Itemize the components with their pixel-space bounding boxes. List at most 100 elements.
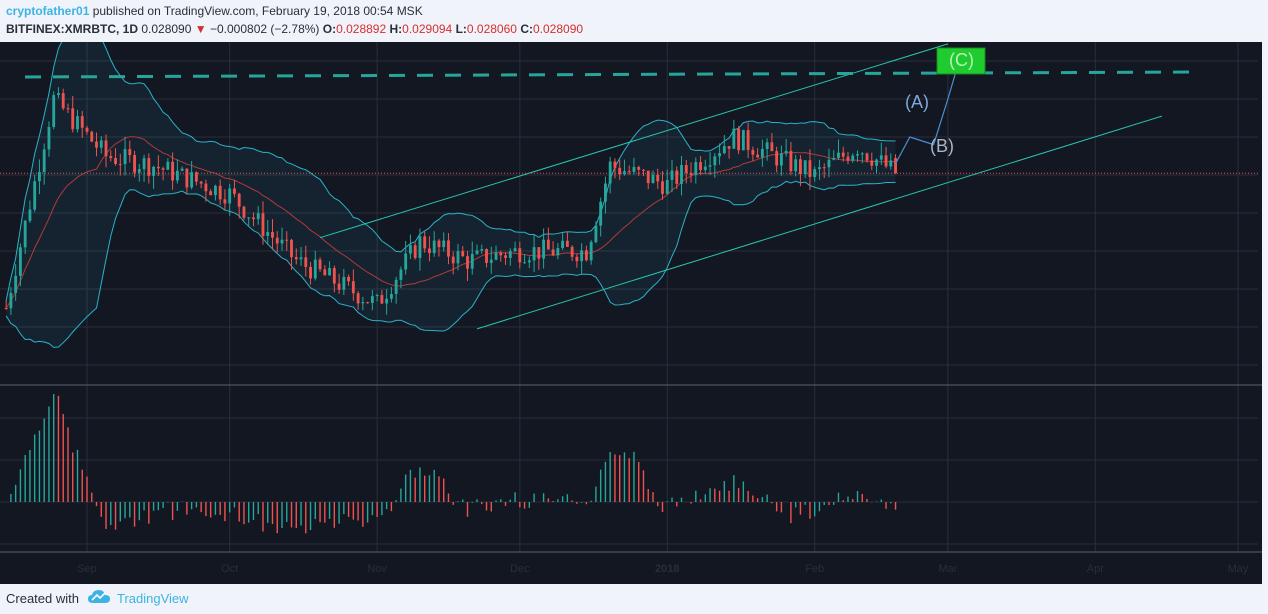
candle-body <box>746 130 750 150</box>
x-tick-label: Nov <box>367 563 387 575</box>
candle-body <box>323 269 327 276</box>
author-link[interactable]: cryptofather01 <box>6 4 90 18</box>
candle-body <box>404 253 408 270</box>
candle-body <box>442 240 446 248</box>
candle-body <box>342 276 346 290</box>
x-tick-label: Oct <box>221 563 238 575</box>
candle-body <box>813 169 817 177</box>
candle-body <box>694 162 698 176</box>
candle-body <box>423 236 427 249</box>
candle-body <box>356 293 360 304</box>
candle-body <box>456 251 460 264</box>
candle-body <box>237 193 241 207</box>
candle-body <box>266 232 270 236</box>
candle-body <box>846 156 850 161</box>
candle-body <box>470 253 474 269</box>
candle-body <box>827 159 831 168</box>
candle-body <box>703 166 707 171</box>
candle-body <box>489 259 493 263</box>
candle-body <box>556 248 560 256</box>
tradingview-link[interactable]: TradingView <box>116 591 189 606</box>
candle-body <box>670 170 674 180</box>
candle-body <box>280 239 284 244</box>
candle-body <box>156 166 160 169</box>
candle-body <box>875 159 878 166</box>
last-price: 0.028090 <box>141 22 192 36</box>
candle-body <box>66 108 70 110</box>
price-chart[interactable]: (A) (B) (C) Sep Oct Nov Dec 2018 Feb Mar Apr May <box>0 42 1262 584</box>
candle-body <box>889 160 893 167</box>
candle-body <box>9 292 13 309</box>
candle-body <box>204 183 208 192</box>
candle-body <box>884 155 888 167</box>
candle-body <box>737 128 741 151</box>
candle-body <box>832 158 836 160</box>
candle-body <box>870 160 874 166</box>
candle-body <box>223 199 227 204</box>
candle-body <box>727 146 731 149</box>
candle-body <box>508 251 512 258</box>
candle-body <box>637 167 641 170</box>
candle-body <box>466 256 469 269</box>
candle-body <box>180 168 184 171</box>
candle-body <box>413 245 417 258</box>
candle-body <box>95 141 98 148</box>
candle-body <box>699 162 702 171</box>
candle-body <box>161 168 165 170</box>
bollinger-fill <box>6 42 896 348</box>
channel-upper <box>319 43 949 239</box>
candle-body <box>147 158 151 176</box>
candle-body <box>860 153 864 155</box>
candle-body <box>627 171 631 173</box>
candle-body <box>661 181 664 194</box>
candle-body <box>71 108 75 130</box>
candle-body <box>879 155 883 160</box>
tradingview-cloud-icon[interactable] <box>87 589 111 608</box>
high-value: 0.029094 <box>402 22 453 36</box>
candle-body <box>385 298 389 304</box>
wave-label-c: (C) <box>949 50 974 70</box>
candle-body <box>851 155 855 161</box>
candle-body <box>765 142 769 149</box>
candle-body <box>689 172 693 176</box>
candle-body <box>33 181 37 210</box>
candle-body <box>580 250 584 262</box>
candle-body <box>366 302 370 304</box>
change-arrow-icon: ▼ <box>194 22 207 36</box>
candle-body <box>675 170 679 184</box>
candle-body <box>603 183 607 202</box>
candle-body <box>23 220 27 248</box>
candle-body <box>299 257 303 260</box>
candle-body <box>285 239 289 241</box>
x-tick-label: Feb <box>805 563 824 575</box>
candle-body <box>741 130 745 151</box>
candle-body <box>185 168 189 188</box>
candle-body <box>309 266 312 279</box>
candle-body <box>784 150 788 154</box>
candle-body <box>808 160 812 177</box>
candle-body <box>584 250 588 261</box>
candle-body <box>123 149 127 165</box>
candle-body <box>190 172 194 188</box>
candle-body <box>837 152 840 159</box>
candle-body <box>551 249 555 256</box>
candle-body <box>109 156 113 159</box>
high-label: H: <box>389 22 403 36</box>
candle-body <box>85 127 89 132</box>
candle-body <box>565 240 569 247</box>
candle-body <box>80 116 84 128</box>
candle-body <box>428 248 431 254</box>
bollinger-lower <box>5 180 896 348</box>
wave-label-c-box <box>936 47 986 75</box>
candle-body <box>865 153 869 161</box>
candle-body <box>4 308 8 309</box>
chart-area[interactable]: (A) (B) (C) Sep Oct Nov Dec 2018 Feb Mar Apr May <box>0 42 1262 584</box>
bollinger-upper <box>5 42 896 301</box>
candle-body <box>775 151 779 166</box>
candle-body <box>518 248 522 263</box>
candle-body <box>52 95 56 127</box>
candle-body <box>513 248 517 252</box>
published-text: published on TradingView.com, February 1… <box>89 4 423 18</box>
candle-body <box>128 149 132 156</box>
candle-body <box>242 206 246 218</box>
